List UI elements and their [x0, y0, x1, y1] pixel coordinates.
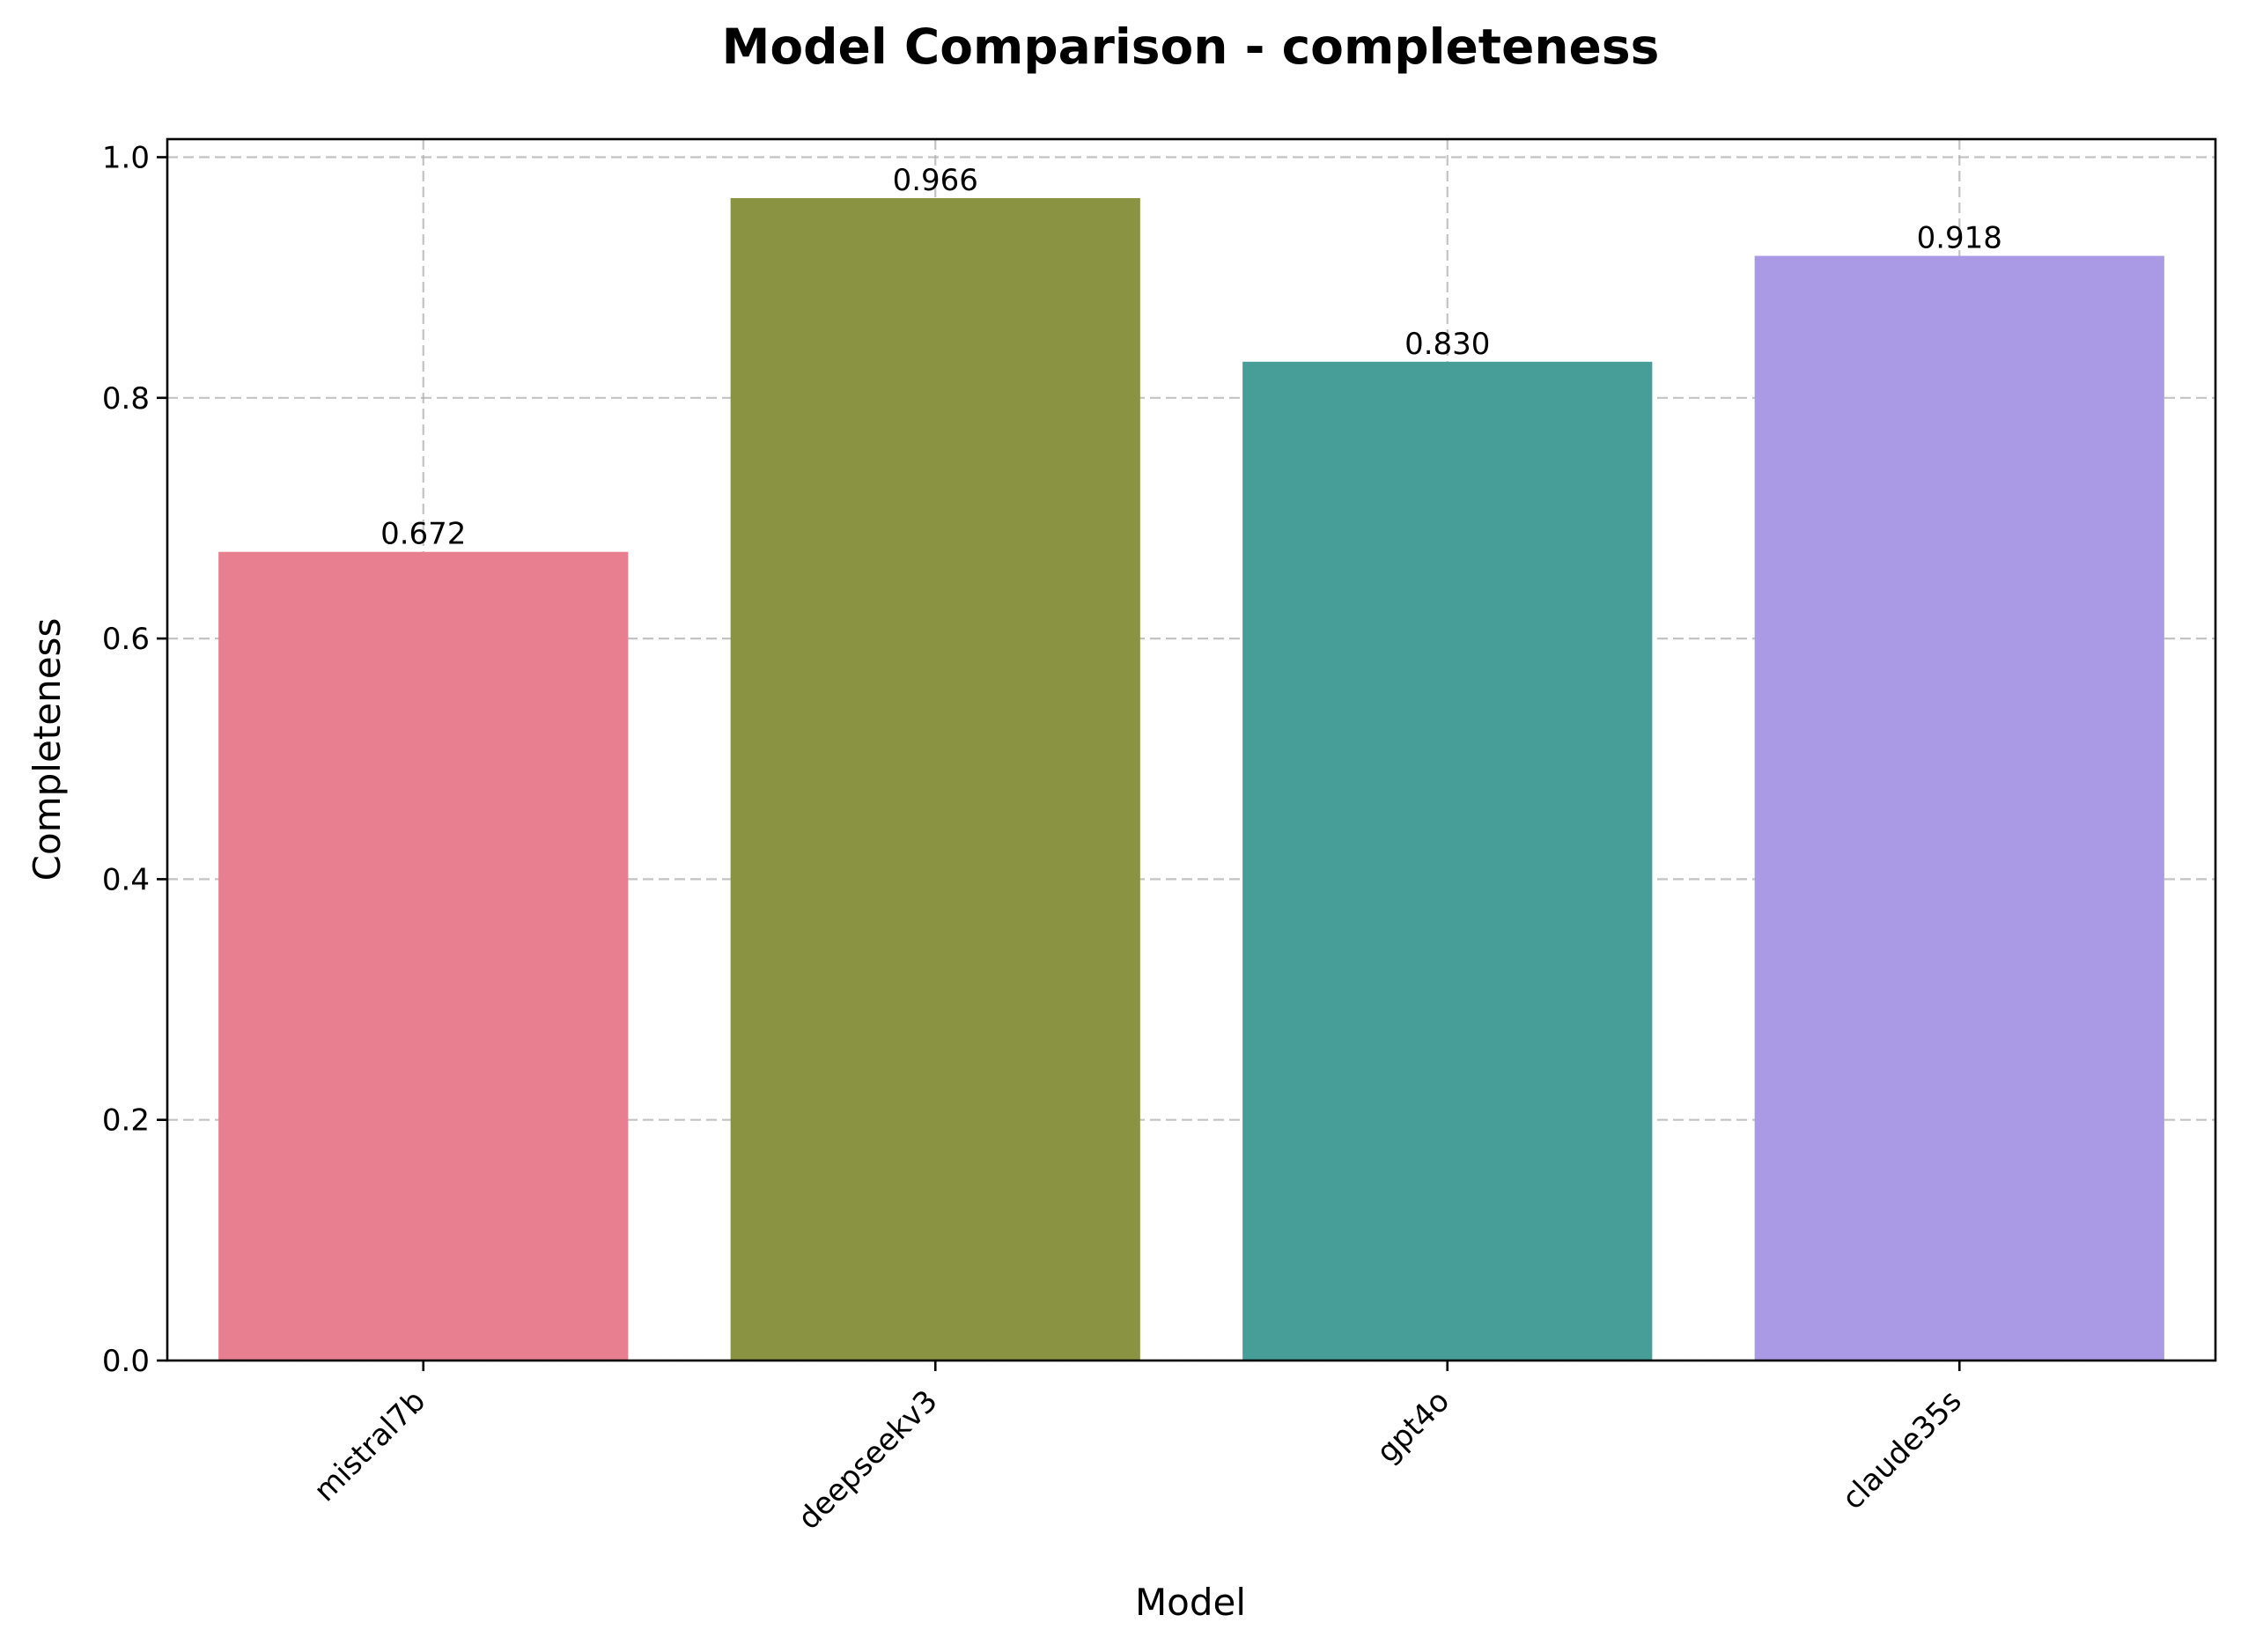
bar-claude35s [1754, 255, 2164, 1361]
chart-title: Model Comparison - completeness [722, 18, 1660, 75]
x-tick-label-mistral7b: mistral7b [307, 1383, 432, 1508]
data-label-gpt4o: 0.830 [1404, 327, 1490, 362]
y-tick-label: 0.8 [102, 381, 150, 417]
y-tick-label: 0.4 [102, 862, 150, 897]
data-labels: 0.672 0.966 0.830 0.918 [380, 163, 2002, 552]
y-axis: 0.0 0.2 0.4 0.6 0.8 1.0 [102, 140, 167, 1379]
bar-mistral7b [218, 551, 629, 1361]
x-tick-label-gpt4o: gpt4o [1370, 1383, 1456, 1470]
data-label-deepseekv3: 0.966 [893, 163, 978, 198]
x-axis: mistral7b deepseekv3 gpt4o claude35s [307, 1361, 1969, 1537]
y-tick-label: 0.6 [102, 622, 150, 657]
x-tick-label-claude35s: claude35s [1835, 1383, 1968, 1516]
data-label-claude35s: 0.918 [1917, 221, 2002, 256]
data-label-mistral7b: 0.672 [380, 517, 466, 552]
x-tick-label-deepseekv3: deepseekv3 [792, 1383, 945, 1537]
plot-frame [166, 137, 2217, 1362]
x-axis-label: Model [1135, 1581, 1246, 1624]
bar-gpt4o [1242, 361, 1653, 1361]
y-axis-label: Completeness [26, 618, 69, 881]
y-tick-label: 0.0 [102, 1344, 150, 1379]
bars [218, 197, 2164, 1361]
bar-deepseekv3 [730, 197, 1140, 1361]
y-tick-label: 0.2 [102, 1103, 150, 1139]
y-tick-label: 1.0 [102, 140, 150, 175]
